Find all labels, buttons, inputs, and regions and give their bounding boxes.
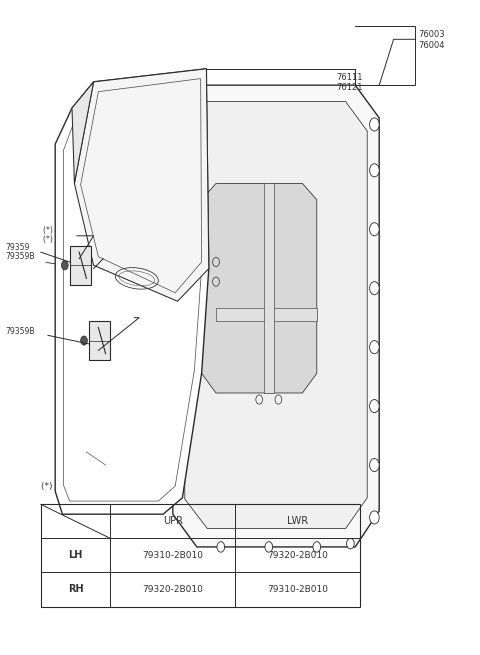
Circle shape (169, 231, 177, 241)
Text: 79310-2B010: 79310-2B010 (267, 585, 328, 594)
Circle shape (370, 400, 379, 413)
Text: 79359B: 79359B (6, 252, 35, 261)
Circle shape (347, 538, 354, 549)
Circle shape (370, 282, 379, 295)
Polygon shape (185, 102, 367, 529)
Circle shape (169, 447, 177, 457)
Text: RH: RH (68, 584, 84, 595)
Text: (*) HINGE ASSY - DOOR: (*) HINGE ASSY - DOOR (41, 482, 146, 491)
Circle shape (81, 336, 87, 345)
Polygon shape (216, 308, 317, 321)
Polygon shape (72, 82, 94, 183)
Circle shape (370, 118, 379, 131)
Text: 76121: 76121 (336, 83, 362, 92)
Text: 79359B: 79359B (6, 327, 35, 336)
Bar (41, 504, 360, 607)
Polygon shape (173, 85, 379, 547)
Circle shape (370, 164, 379, 177)
Circle shape (370, 341, 379, 354)
Circle shape (370, 511, 379, 524)
Circle shape (217, 542, 225, 552)
Text: (*) 79312: (*) 79312 (96, 316, 132, 326)
Text: LWR: LWR (287, 516, 308, 527)
Circle shape (370, 223, 379, 236)
Text: LH: LH (69, 550, 83, 561)
Polygon shape (74, 69, 209, 301)
Text: 76003: 76003 (419, 29, 445, 39)
Text: 76111: 76111 (336, 73, 362, 82)
Text: (*) 79311: (*) 79311 (43, 226, 80, 235)
Polygon shape (202, 183, 317, 393)
Circle shape (169, 303, 177, 313)
Text: 79310-2B010: 79310-2B010 (142, 551, 204, 560)
Polygon shape (264, 183, 274, 393)
Text: UPR: UPR (163, 516, 183, 527)
Bar (89, 321, 110, 360)
Text: 79359: 79359 (103, 254, 128, 263)
Text: 79320-2B010: 79320-2B010 (267, 551, 328, 560)
Text: 79320-2B010: 79320-2B010 (143, 585, 203, 594)
Text: 79359: 79359 (6, 243, 30, 252)
Polygon shape (55, 69, 209, 514)
Circle shape (370, 458, 379, 472)
Bar (70, 246, 91, 285)
Text: (*) 79311: (*) 79311 (96, 307, 132, 316)
Text: 76004: 76004 (419, 41, 445, 50)
Text: (*) 79312: (*) 79312 (43, 235, 80, 244)
Circle shape (169, 375, 177, 385)
Circle shape (313, 542, 321, 552)
Circle shape (265, 542, 273, 552)
Circle shape (169, 159, 177, 169)
Circle shape (61, 261, 68, 270)
